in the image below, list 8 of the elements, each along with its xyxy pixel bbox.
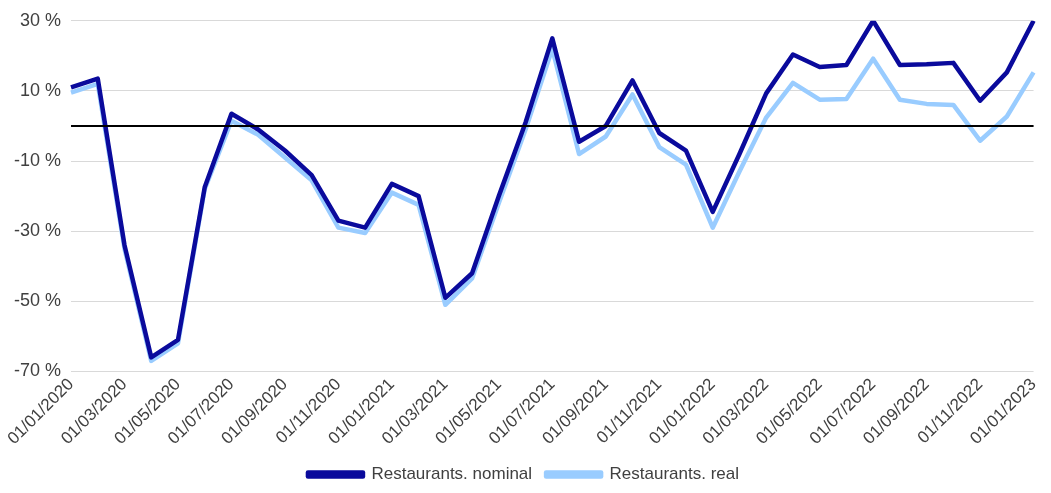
y-tick-label: -10 % bbox=[13, 150, 62, 171]
y-tick-label: 30 % bbox=[19, 9, 62, 30]
y-tick-label: -30 % bbox=[13, 220, 62, 241]
legend-label: Restaurants. nominal bbox=[371, 464, 533, 484]
y-tick-label: -50 % bbox=[13, 290, 62, 311]
y-tick-label: 10 % bbox=[19, 79, 62, 100]
y-tick-label: -70 % bbox=[13, 360, 62, 381]
legend-label: Restaurants. real bbox=[609, 464, 740, 484]
